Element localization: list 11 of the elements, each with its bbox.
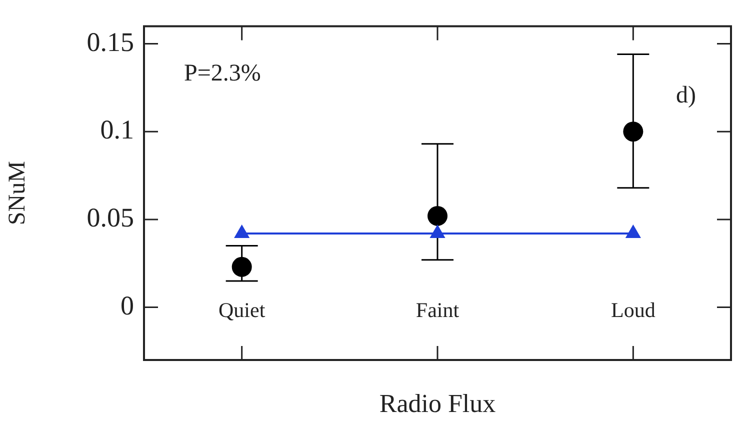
x-tick-label: Loud	[611, 298, 656, 322]
x-tick-label: Quiet	[218, 298, 266, 322]
y-tick-label: 0	[120, 290, 134, 320]
y-tick-label: 0.1	[100, 114, 134, 145]
annotation: d)	[676, 82, 696, 108]
x-tick-label: Faint	[416, 298, 460, 322]
annotation: P=2.3%	[184, 60, 261, 86]
y-axis-title: SNuM	[4, 161, 31, 226]
x-axis-title: Radio Flux	[379, 389, 496, 418]
y-tick-label: 0.05	[86, 202, 134, 233]
y-tick-label: 0.15	[86, 26, 134, 57]
